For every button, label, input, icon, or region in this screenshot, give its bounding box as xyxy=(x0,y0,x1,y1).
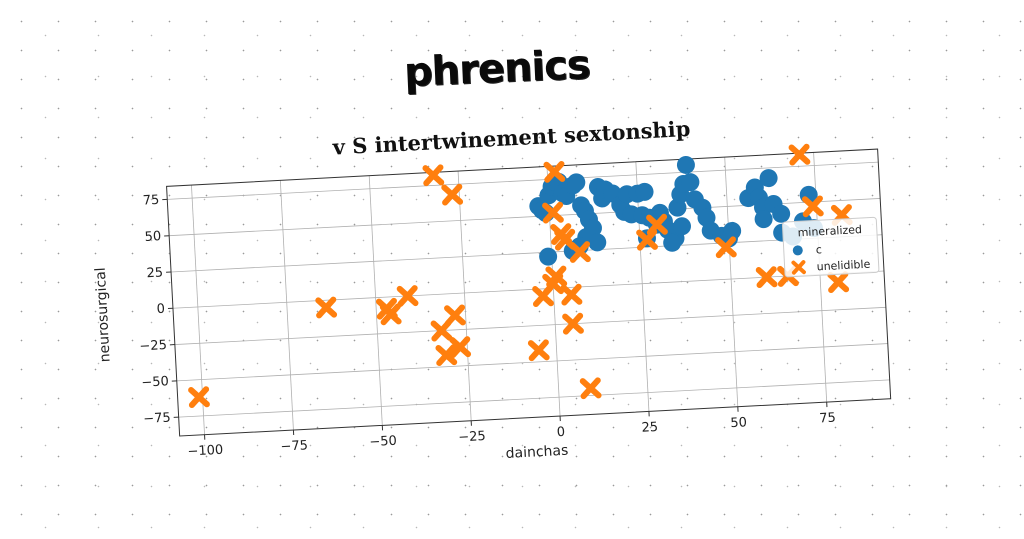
x-tick-label: 75 xyxy=(819,411,836,427)
y-tick-label: −50 xyxy=(141,374,169,390)
point-unelidible xyxy=(318,300,334,316)
plot-area-frame xyxy=(167,149,891,436)
y-gridline xyxy=(171,235,882,272)
point-unelidible xyxy=(583,380,599,396)
x-tick-label: −75 xyxy=(280,438,308,454)
x-tick-label: −25 xyxy=(458,429,486,445)
point-unelidible xyxy=(830,274,846,290)
x-tick-label: −100 xyxy=(187,443,223,460)
x-tick-label: 0 xyxy=(556,425,565,440)
y-tick-label: −75 xyxy=(143,411,171,427)
y-tick-label: 0 xyxy=(156,302,165,317)
x-gridline xyxy=(458,171,471,421)
y-gridline xyxy=(175,307,886,344)
point-unelidible xyxy=(564,287,580,303)
point-unelidible xyxy=(425,167,441,183)
point-unelidible xyxy=(531,342,547,358)
chart-title: v S intertwinement sextonship xyxy=(331,116,691,160)
y-axis-label: neurosurgical xyxy=(93,267,114,363)
y-gridline xyxy=(173,271,884,308)
axis-ticks: −100 −75 −50 −25 0 25 50 75 −75 −50 −25 0 25 50 75 xyxy=(131,158,836,462)
grid xyxy=(167,149,891,436)
x-axis-label: dainchas xyxy=(505,443,568,462)
y-tick-label: 50 xyxy=(144,229,161,245)
legend: mineralized c unelidible xyxy=(782,217,879,277)
y-tick-label: 25 xyxy=(146,265,163,281)
x-tick-label: 25 xyxy=(641,420,658,436)
point-c xyxy=(539,247,558,266)
point-unelidible xyxy=(792,147,808,163)
y-tick-label: −25 xyxy=(139,338,167,354)
y-tick-label: 75 xyxy=(142,193,159,209)
x-tick-label: 50 xyxy=(730,415,747,431)
x-gridline xyxy=(280,180,293,430)
y-gridline xyxy=(177,344,888,381)
x-tick-label: −50 xyxy=(369,434,397,450)
y-gridline xyxy=(179,380,890,417)
point-unelidible xyxy=(447,307,463,323)
data-points xyxy=(180,145,858,417)
legend-label-c: c xyxy=(815,243,822,256)
x-gridline xyxy=(725,157,738,407)
point-unelidible xyxy=(191,389,207,405)
point-unelidible xyxy=(444,187,460,203)
